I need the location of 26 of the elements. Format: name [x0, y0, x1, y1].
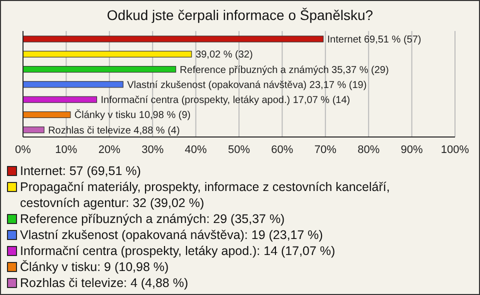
x-tick-label: 50% — [228, 144, 250, 156]
x-tick-label: 10% — [55, 144, 78, 156]
x-tick-label: 0% — [15, 144, 32, 156]
data-label: Reference příbuzných a známých 35,37 % (29) — [180, 64, 389, 76]
legend-label: Články v tisku: 9 (10,98 %) — [20, 259, 170, 275]
data-label: 39,02 % (32) — [196, 50, 253, 61]
x-tick-label: 20% — [98, 144, 121, 156]
data-label: Rozhlas či televize 4,88 % (4) — [48, 125, 180, 136]
data-label: Vlastní zkušenost (opakovaná návštěva) 23,17 % (19) — [127, 80, 367, 91]
legend-label: Informační centra (prospekty, letáky apod.): 14 (17,07 %) — [20, 243, 336, 259]
legend-label: Propagační materiály, prospekty, informace z cestovních kanceláří, cestovních agentur: 32 (39,02 %) — [20, 179, 391, 211]
x-tick-label: 30% — [142, 144, 164, 156]
x-tick-label: 40% — [184, 144, 208, 156]
x-tick-label: 100% — [440, 144, 470, 156]
data-label: Internet 69,51 % (57) — [327, 34, 422, 46]
x-tick-label: 60% — [271, 144, 294, 156]
data-label: Informační centra (prospekty, letáky apod.) 17,07 % (14) — [100, 95, 350, 106]
legend-label: Reference příbuzných a známých: 29 (35,37 %) — [20, 211, 286, 227]
data-label: Články v tisku 10,98 % (9) — [74, 109, 191, 122]
legend-label: Rozhlas či televize: 4 (4,88 %) — [20, 275, 190, 291]
legend-label: Vlastní zkušenost (opakovaná návštěva): 19 (23,17 %) — [20, 227, 324, 243]
x-tick-label: 70% — [314, 144, 337, 156]
x-tick-label: 90% — [400, 144, 424, 156]
x-tick-label: 80% — [358, 144, 380, 156]
legend-label: Internet: 57 (69,51 %) — [20, 163, 142, 179]
chart-title: Odkud jste čerpali informace o Španělsku? — [106, 7, 374, 25]
